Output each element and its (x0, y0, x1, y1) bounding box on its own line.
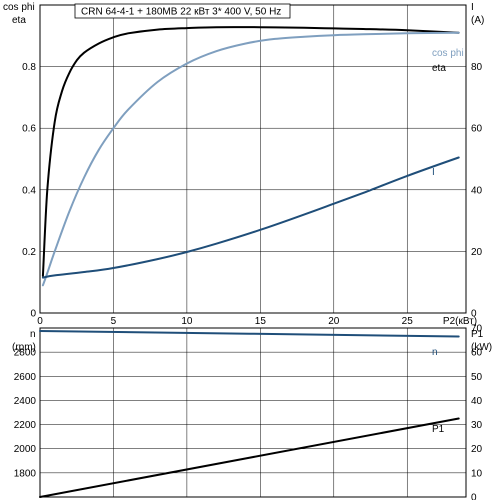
top-left-tick-label: 0.4 (22, 185, 36, 196)
top-x-tick-label: 5 (111, 316, 117, 327)
bottom-right-axis-label-p1: P1 (471, 329, 484, 340)
top-x-axis-label: P2(кВт) (443, 316, 477, 327)
bottom-left-tick-label: 2200 (14, 420, 37, 431)
bottom-left-axis-label-n: n (30, 329, 36, 340)
top-x-ticks: 0 5 10 15 20 25 (37, 316, 413, 327)
top-x-tick-label: 25 (402, 316, 414, 327)
bottom-left-tick-label: 2800 (14, 348, 37, 359)
top-right-axis-unit: (A) (471, 15, 484, 26)
series-label-i: I (432, 167, 435, 178)
top-grid (39, 5, 466, 314)
bottom-right-tick-label: 0 (471, 493, 477, 500)
bottom-right-tick-label: 30 (471, 420, 483, 431)
title-box (74, 3, 291, 19)
bottom-right-tick-label: 10 (471, 468, 483, 479)
bottom-left-tick-label: 2600 (14, 372, 37, 383)
top-left-tick-label: 0.6 (22, 124, 36, 135)
bottom-right-y-ticks: 0 10 20 30 40 50 60 70 (471, 324, 483, 500)
top-right-tick-label: 80 (471, 62, 483, 73)
top-x-tick-label: 0 (37, 316, 43, 327)
bottom-right-tick-label: 50 (471, 372, 483, 383)
bottom-plot-frame (39, 327, 467, 498)
bottom-left-tick-label: 2000 (14, 444, 37, 455)
series-line-p1 (39, 417, 460, 498)
top-x-tick-label: 10 (181, 316, 193, 327)
series-label-cosphi: cos phi (432, 48, 464, 59)
bottom-left-tick-label: 2400 (14, 396, 37, 407)
bottom-right-axis-unit: (kW) (471, 342, 492, 353)
series-line-eta (41, 26, 460, 277)
bottom-right-tick-label: 70 (471, 324, 483, 335)
series-line-cos-phi (41, 31, 460, 287)
top-right-tick-label: 40 (471, 185, 483, 196)
series-label-eta: eta (432, 63, 446, 74)
top-left-tick-label: 0.2 (22, 247, 36, 258)
bottom-right-tick-label: 60 (471, 348, 483, 359)
bottom-left-y-ticks: 1800 2000 2200 2400 2600 2800 (14, 348, 37, 480)
bottom-left-axis-unit: (rpm) (12, 342, 36, 353)
series-line-i (41, 156, 460, 279)
top-left-axis-label-eta: eta (12, 15, 26, 26)
series-label-p1: P1 (432, 424, 445, 435)
top-left-y-ticks: 0 0.2 0.4 0.6 0.8 (22, 62, 36, 319)
series-label-n: n (432, 347, 438, 358)
bottom-panel: n (rpm) P1 (kW) 1800 2000 2200 2400 2600 2800… (12, 324, 492, 500)
top-plot-frame (39, 4, 467, 314)
series-line-n (39, 330, 460, 338)
top-right-y-ticks: 0 20 40 60 80 (471, 62, 483, 319)
bottom-grid (39, 328, 466, 497)
top-panel: CRN 64-4-1 + 180MB 22 кВт 3* 400 V, 50 H… (3, 2, 484, 327)
top-x-tick-label: 20 (328, 316, 340, 327)
top-right-tick-label: 60 (471, 124, 483, 135)
top-x-tick-label: 15 (255, 316, 267, 327)
top-left-axis-label-cosphi: cos phi (3, 2, 35, 13)
top-right-tick-label: 20 (471, 247, 483, 258)
bottom-right-tick-label: 40 (471, 396, 483, 407)
top-left-tick-label: 0 (30, 309, 36, 320)
chart-title: CRN 64-4-1 + 180MB 22 кВт 3* 400 V, 50 H… (81, 7, 281, 18)
bottom-curves (39, 330, 460, 498)
bottom-right-tick-label: 20 (471, 444, 483, 455)
top-right-axis-label-i: I (471, 2, 474, 13)
top-right-tick-label: 0 (471, 309, 477, 320)
top-left-tick-label: 0.8 (22, 62, 36, 73)
top-curves (41, 26, 460, 287)
bottom-left-tick-label: 1800 (14, 468, 37, 479)
